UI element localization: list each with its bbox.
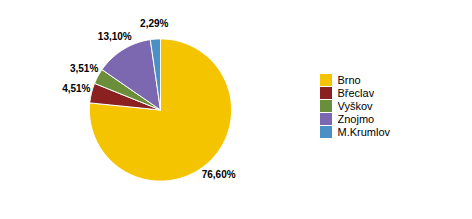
svg-text:76,60%: 76,60% <box>202 169 236 180</box>
html-text:Vyškov: Vyškov <box>337 100 373 113</box>
html-text:M.Krumlov: M.Krumlov <box>337 126 391 139</box>
svg-text:3,51%: 3,51% <box>70 63 98 74</box>
svg-text:2,29%: 2,29% <box>140 18 168 29</box>
svg-text:13,10%: 13,10% <box>98 31 132 42</box>
svg-text:4,51%: 4,51% <box>62 83 90 94</box>
html-text:Znojmo: Znojmo <box>337 113 375 126</box>
html-text:Brno: Brno <box>337 74 361 87</box>
html-text:Břeclav: Břeclav <box>337 87 375 100</box>
